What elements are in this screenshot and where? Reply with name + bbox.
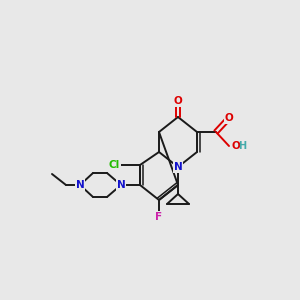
Text: O: O xyxy=(174,96,182,106)
Text: N: N xyxy=(76,180,84,190)
Text: H: H xyxy=(238,141,246,151)
Text: N: N xyxy=(117,180,125,190)
Text: F: F xyxy=(155,212,163,222)
Text: N: N xyxy=(174,162,182,172)
Text: Cl: Cl xyxy=(109,160,120,170)
Text: O: O xyxy=(225,113,233,123)
Text: O: O xyxy=(231,141,240,151)
